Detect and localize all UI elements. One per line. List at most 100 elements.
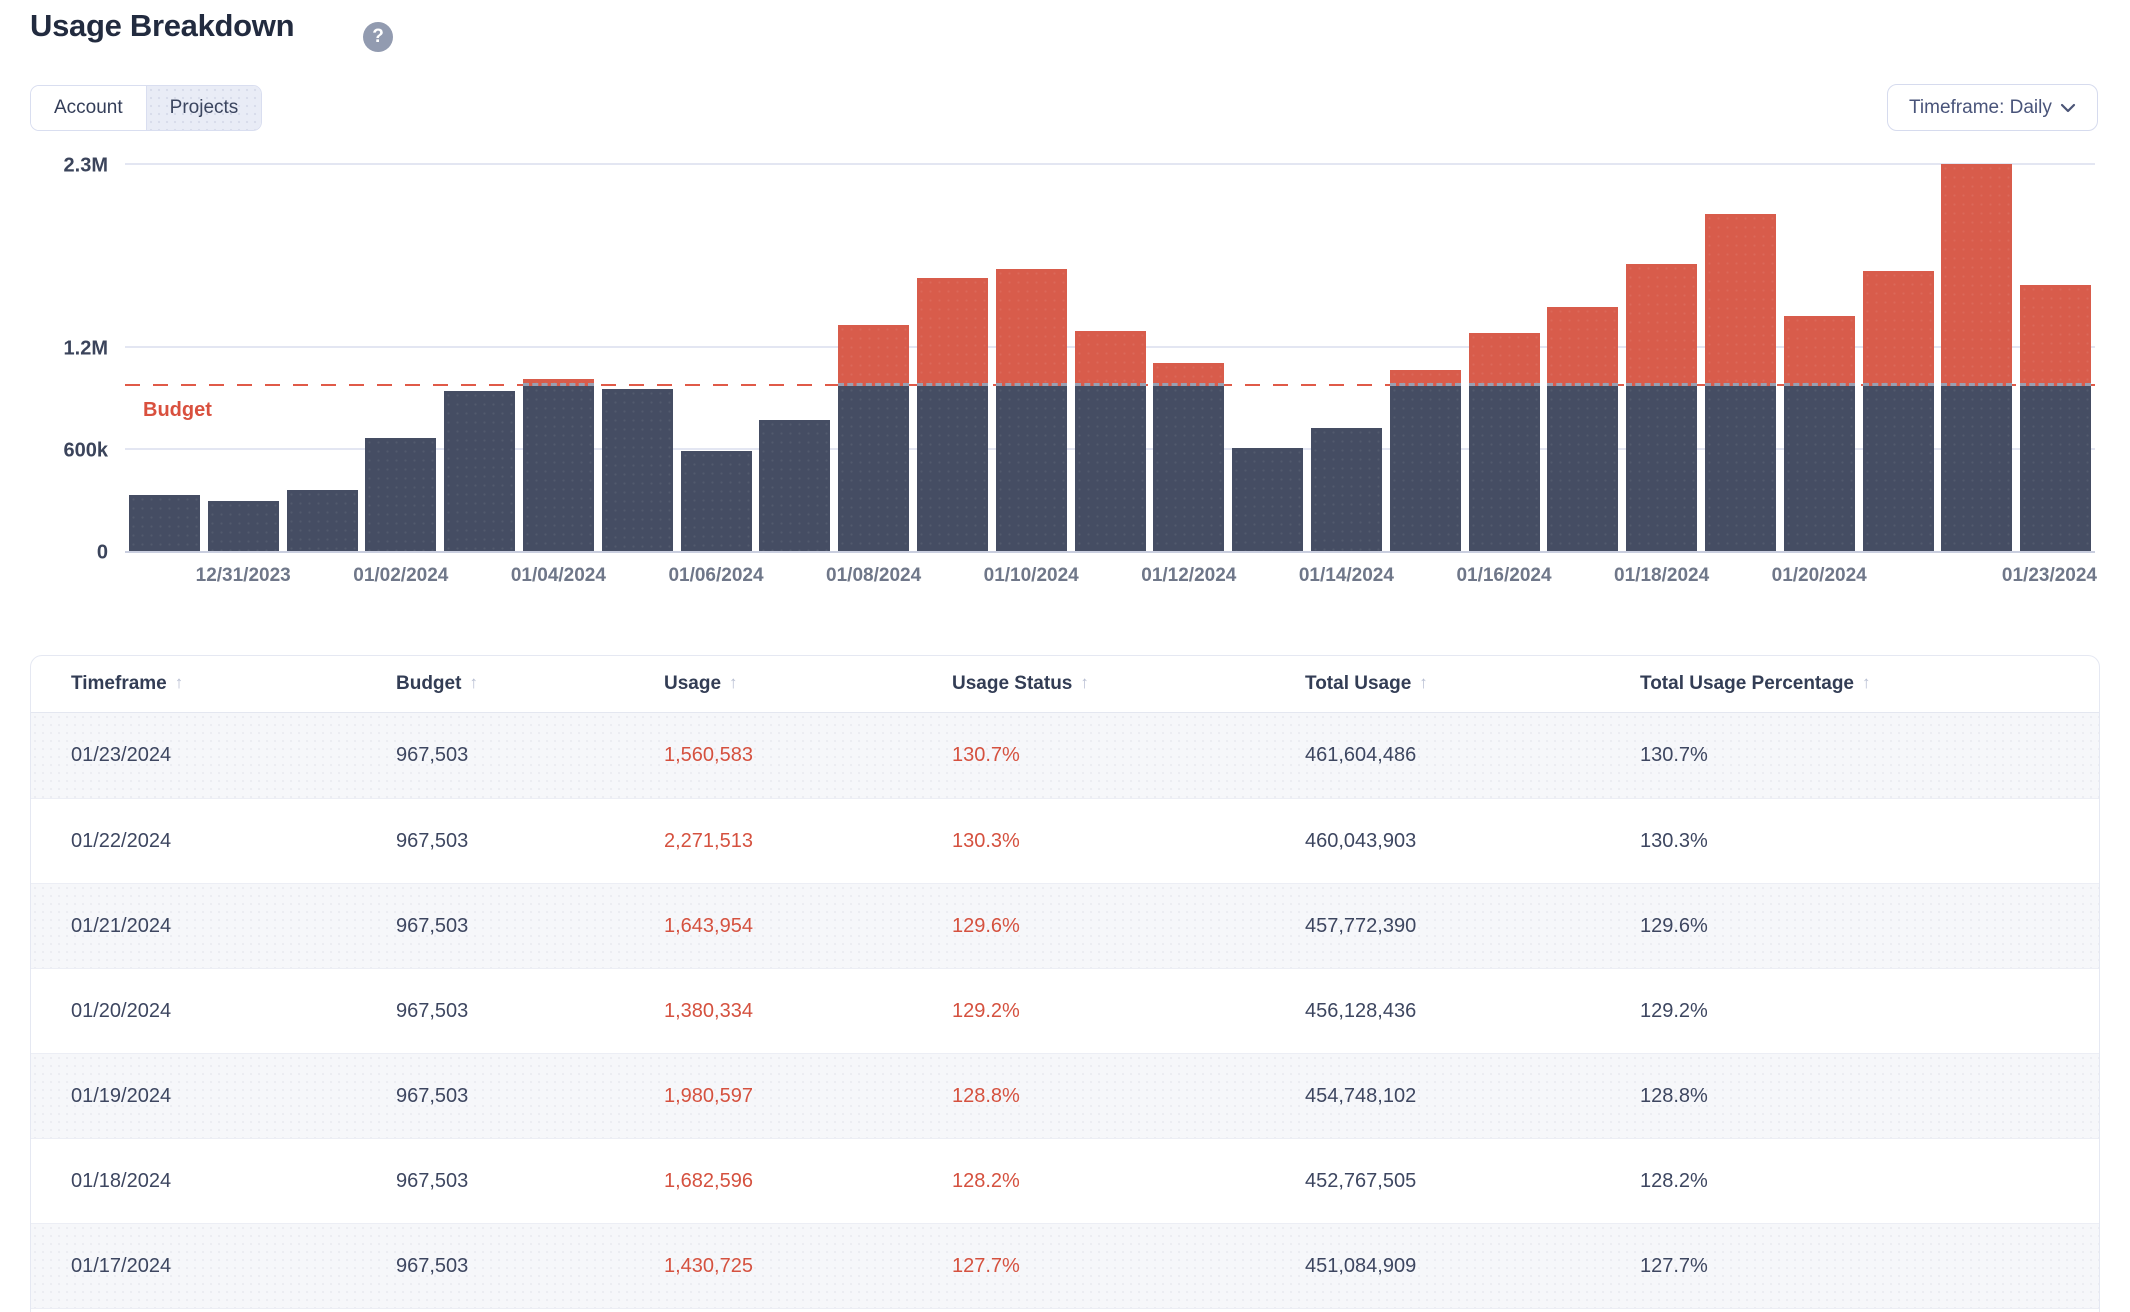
usage-bar[interactable] <box>1310 428 1382 551</box>
bar-over-budget-segment <box>1704 213 1776 387</box>
usage-bar[interactable] <box>207 501 279 551</box>
cell-usage: 1,682,596 <box>664 1169 753 1192</box>
usage-bar[interactable] <box>365 438 437 551</box>
table-header: Timeframe ↑ Budget ↑ Usage ↑ Usage Status ↑ Tota… <box>31 656 2099 713</box>
table-row-partial <box>31 1308 2099 1312</box>
usage-bar[interactable] <box>1547 307 1619 551</box>
cell-usage-status: 129.6% <box>952 914 1020 937</box>
cell-budget: 967,503 <box>396 914 469 937</box>
bar-over-budget-segment <box>1862 270 1934 387</box>
usage-bar[interactable] <box>1783 315 1855 551</box>
cell-total-usage: 456,128,436 <box>1305 999 1417 1022</box>
chart-plot-area: Budget 12/31/2023 01/02/2024 01/04/2024 01/0… <box>125 163 2097 586</box>
y-axis-label: 1.2M <box>63 337 108 360</box>
usage-bar[interactable] <box>1626 264 1698 551</box>
cell-total-usage-pct: 130.7% <box>1640 744 1708 766</box>
column-header-usage-status[interactable]: Usage Status ↑ <box>952 673 1305 695</box>
bar-over-budget-segment <box>838 325 910 387</box>
sort-asc-icon: ↑ <box>469 673 478 692</box>
usage-bar[interactable] <box>916 277 988 551</box>
cell-usage: 1,643,954 <box>664 914 753 937</box>
bar-over-budget-segment <box>1626 264 1698 387</box>
cell-total-usage: 451,084,909 <box>1305 1254 1417 1277</box>
cell-usage: 1,980,597 <box>664 1084 753 1107</box>
x-axis-label: 01/12/2024 <box>1141 565 1237 586</box>
column-header-total-usage[interactable]: Total Usage ↑ <box>1305 673 1640 695</box>
column-header-budget[interactable]: Budget ↑ <box>396 673 664 695</box>
bar-over-budget-segment <box>1941 164 2013 387</box>
bar-under-budget-segment <box>1941 386 2013 551</box>
cell-budget: 967,503 <box>396 744 469 766</box>
help-icon[interactable]: ? <box>363 22 393 52</box>
cell-usage-status: 127.7% <box>952 1254 1020 1277</box>
cell-timeframe: 01/19/2024 <box>71 1084 172 1107</box>
bar-under-budget-segment <box>759 419 831 551</box>
bar-under-budget-segment <box>995 386 1067 551</box>
bar-under-budget-segment <box>522 386 594 551</box>
usage-bar[interactable] <box>1153 363 1225 551</box>
cell-total-usage-pct: 129.6% <box>1640 914 1708 937</box>
usage-bar[interactable] <box>286 490 358 551</box>
cell-total-usage: 460,043,903 <box>1305 829 1417 852</box>
x-axis-label: 01/14/2024 <box>1298 565 1394 586</box>
cell-total-usage: 452,767,505 <box>1305 1169 1417 1192</box>
column-header-label: Usage Status <box>952 673 1073 694</box>
usage-bar[interactable] <box>1941 164 2013 551</box>
tab-projects[interactable]: Projects <box>145 86 262 130</box>
usage-bar[interactable] <box>1862 270 1934 551</box>
usage-bar[interactable] <box>1232 448 1304 551</box>
usage-bar[interactable] <box>444 390 516 551</box>
x-axis-label: 01/10/2024 <box>983 565 1079 586</box>
table-row: 01/21/2024 967,503 1,643,954 129.6% 457,772,… <box>31 883 2099 968</box>
usage-bar[interactable] <box>838 325 910 551</box>
bar-over-budget-segment <box>522 378 594 387</box>
x-axis-label: 01/16/2024 <box>1456 565 1552 586</box>
bar-under-budget-segment <box>1310 428 1382 551</box>
bar-under-budget-segment <box>1389 386 1461 551</box>
cell-budget: 967,503 <box>396 829 469 852</box>
bar-under-budget-segment <box>1153 386 1225 551</box>
bar-under-budget-segment <box>444 390 516 551</box>
table-row: 01/22/2024 967,503 2,271,513 130.3% 460,043,… <box>31 798 2099 883</box>
sort-asc-icon: ↑ <box>1419 673 1428 692</box>
tab-account[interactable]: Account <box>31 86 146 130</box>
x-axis-label: 01/02/2024 <box>353 565 449 586</box>
usage-table: Timeframe ↑ Budget ↑ Usage ↑ Usage Status ↑ Tota… <box>30 655 2100 1312</box>
column-header-timeframe[interactable]: Timeframe ↑ <box>71 673 396 695</box>
usage-bar[interactable] <box>995 268 1067 551</box>
column-header-usage[interactable]: Usage ↑ <box>664 673 952 695</box>
usage-bar[interactable] <box>1468 333 1540 551</box>
cell-budget: 967,503 <box>396 1254 469 1277</box>
usage-bar[interactable] <box>2020 285 2092 551</box>
bar-over-budget-segment <box>916 277 988 387</box>
cell-usage: 1,380,334 <box>664 999 753 1022</box>
bar-under-budget-segment <box>601 388 673 551</box>
x-axis-label: 01/04/2024 <box>510 565 606 586</box>
column-header-total-usage-pct[interactable]: Total Usage Percentage ↑ <box>1640 673 2099 695</box>
timeframe-dropdown[interactable]: Timeframe: Daily <box>1887 84 2098 131</box>
cell-usage: 1,560,583 <box>664 744 753 766</box>
page-title: Usage Breakdown <box>30 8 295 43</box>
table-row: 01/17/2024 967,503 1,430,725 127.7% 451,084,… <box>31 1223 2099 1308</box>
sort-asc-icon: ↑ <box>1080 673 1089 692</box>
usage-bar[interactable] <box>1074 331 1146 551</box>
bar-under-budget-segment <box>1232 448 1304 551</box>
bar-under-budget-segment <box>1704 386 1776 551</box>
usage-bar[interactable] <box>680 450 752 551</box>
usage-bar[interactable] <box>1704 213 1776 551</box>
usage-bar[interactable] <box>759 419 831 551</box>
usage-bar[interactable] <box>601 388 673 551</box>
bar-over-budget-segment <box>1783 315 1855 387</box>
usage-bar[interactable] <box>128 494 200 551</box>
x-axis-label: 01/18/2024 <box>1614 565 1710 586</box>
usage-bar[interactable] <box>1389 370 1461 551</box>
bar-under-budget-segment <box>680 450 752 551</box>
bar-under-budget-segment <box>1468 386 1540 551</box>
cell-usage-status: 128.8% <box>952 1084 1020 1107</box>
y-axis-label: 0 <box>96 541 108 564</box>
bar-over-budget-segment <box>1389 370 1461 387</box>
bar-under-budget-segment <box>2020 386 2092 551</box>
usage-bar[interactable] <box>522 378 594 551</box>
x-axis-label: 01/08/2024 <box>826 565 922 586</box>
